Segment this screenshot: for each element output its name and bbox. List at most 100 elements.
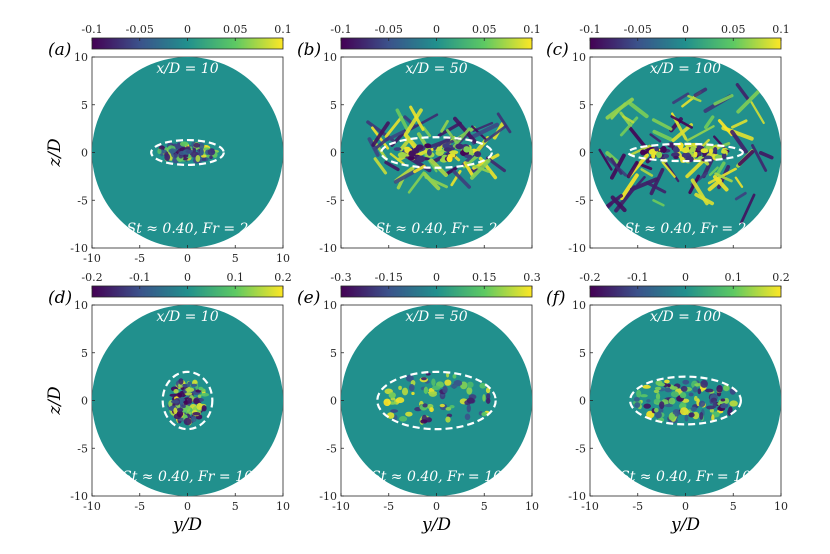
core-blob — [173, 389, 179, 394]
core-blob — [445, 407, 452, 411]
core-blob — [452, 374, 457, 379]
core-blob — [684, 414, 689, 422]
wave-streak — [371, 121, 390, 147]
y-tick-label: 10 — [572, 51, 586, 64]
wave-streak — [598, 148, 613, 171]
core-blob — [716, 384, 723, 393]
x-axis-label: y/D — [172, 515, 202, 535]
panel-e: x/D = 50 St ≈ 0.40, Fr = 10 10 5 0 -5 -10-10 -5… — [297, 271, 541, 535]
dashed-ellipse — [627, 142, 744, 163]
core-blob — [479, 382, 487, 389]
wave-streak — [649, 133, 662, 143]
core-blob — [197, 394, 202, 399]
core-blob — [443, 147, 453, 152]
title-top-label: x/D = 100 — [650, 61, 721, 77]
colorbar-tick-label: -0.1 — [627, 271, 648, 284]
core-blob — [700, 379, 708, 388]
core-blob — [191, 383, 198, 387]
wave-streak — [629, 145, 650, 157]
x-tick-label: 10 — [276, 500, 290, 513]
core-blob — [198, 386, 204, 391]
core-blob — [466, 381, 474, 388]
y-tick-label: 5 — [81, 99, 88, 112]
core-blob — [703, 155, 713, 160]
wave-streak — [395, 108, 410, 133]
y-tick-label: -10 — [568, 490, 586, 503]
colorbar-tick-label: 0.1 — [227, 271, 245, 284]
core-blob — [654, 411, 662, 419]
core-blob — [706, 405, 715, 410]
core-blob — [439, 403, 445, 408]
core-blob — [653, 389, 660, 394]
core-blob — [466, 397, 475, 404]
core-blob — [690, 146, 696, 153]
core-blob — [699, 411, 704, 420]
wave-streak — [470, 158, 491, 180]
field-pattern — [383, 372, 491, 425]
core-blob — [654, 386, 662, 391]
core-blob — [157, 148, 162, 155]
core-blob — [640, 150, 648, 155]
core-blob — [431, 385, 441, 391]
colorbar-tick-label: 0.2 — [772, 271, 790, 284]
colorbar-tick-label: 0 — [433, 23, 440, 36]
core-blob — [421, 377, 427, 381]
wave-streak — [405, 134, 417, 147]
panel-label: (f) — [546, 288, 566, 308]
core-blob — [727, 408, 732, 416]
core-blob — [408, 383, 415, 392]
core-blob — [690, 406, 697, 412]
core-blob — [177, 392, 183, 398]
colorbar-tick-label: 0 — [184, 271, 191, 284]
wave-streak — [687, 94, 702, 103]
core-blob — [423, 386, 429, 394]
colorbar-tick-label: 0.05 — [721, 23, 746, 36]
panel-f: x/D = 100 St ≈ 0.40, Fr = 10 10 5 0 -5 -10-10 -… — [546, 271, 790, 535]
wave-streak — [367, 137, 380, 157]
wave-streak — [731, 119, 748, 129]
core-blob — [160, 149, 167, 153]
core-blob — [709, 408, 714, 413]
wave-streak — [645, 181, 667, 194]
x-tick-label: 10 — [276, 252, 290, 265]
y-tick-label: 10 — [323, 299, 337, 312]
core-blob — [661, 146, 667, 154]
wave-streak — [704, 115, 715, 129]
core-blob — [672, 408, 680, 417]
core-blob — [723, 397, 730, 404]
core-blob — [654, 146, 659, 152]
wave-streak — [740, 193, 756, 224]
title-top-label: x/D = 50 — [405, 61, 467, 77]
y-tick-label: -10 — [319, 242, 337, 255]
colorbar-tick-label: 0.1 — [523, 23, 541, 36]
core-blob — [196, 403, 203, 410]
colorbar-tick-label: 0.05 — [472, 23, 497, 36]
colorbar-tick-label: 0.2 — [274, 271, 292, 284]
core-blob — [401, 387, 409, 396]
core-blob — [720, 398, 726, 402]
wave-streak — [450, 169, 462, 187]
wave-streak — [672, 92, 690, 105]
colorbar-tick-label: -0.1 — [579, 23, 600, 36]
core-blob — [446, 413, 453, 418]
core-blob — [634, 402, 641, 408]
wave-streak — [693, 87, 708, 98]
core-blob — [711, 414, 715, 422]
core-blob — [485, 398, 491, 404]
dashed-ellipse — [376, 370, 497, 431]
core-blob — [177, 407, 184, 412]
wave-streak — [385, 129, 406, 142]
core-blob — [424, 143, 432, 149]
core-blob — [693, 151, 698, 158]
wave-streak — [452, 127, 471, 148]
x-tick-label: 10 — [525, 500, 539, 513]
y-tick-label: 0 — [81, 395, 88, 408]
wave-streak — [640, 168, 654, 177]
panel-label: (d) — [48, 288, 72, 308]
y-tick-label: -5 — [326, 442, 337, 455]
wave-streak — [373, 157, 388, 175]
field-pattern — [632, 379, 738, 424]
core-blob — [185, 149, 193, 154]
x-axis-label: y/D — [421, 515, 451, 535]
core-blob — [680, 385, 688, 392]
